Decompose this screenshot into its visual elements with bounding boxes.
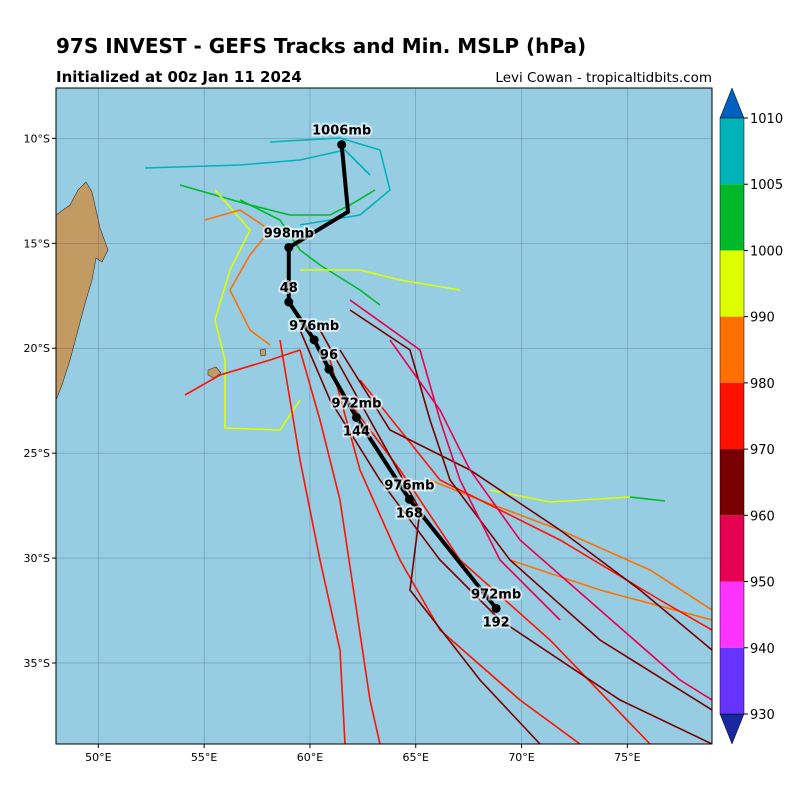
mean-track-point bbox=[284, 242, 294, 252]
colorbar-frame bbox=[719, 117, 745, 715]
colorbar-tick-label: 990 bbox=[750, 311, 775, 326]
land bbox=[56, 181, 267, 401]
colorbar-band bbox=[720, 382, 744, 450]
mean-track-label: 976mb bbox=[384, 478, 434, 493]
colorbar-tick-label: 960 bbox=[750, 509, 775, 524]
mean-track-point bbox=[324, 364, 334, 374]
y-tick-label: 30°S bbox=[24, 552, 50, 565]
mean-track-label: 96 bbox=[320, 348, 338, 363]
subtitle: Initialized at 00z Jan 11 2024 bbox=[56, 68, 302, 86]
x-tick-label: 60°E bbox=[297, 751, 323, 764]
mean-track-label: 998mb bbox=[264, 226, 314, 241]
mean-track-point bbox=[351, 412, 361, 422]
x-tick-label: 70°E bbox=[508, 751, 534, 764]
colorbar-tick-label: 930 bbox=[750, 708, 775, 723]
colorbar: 1010 1005 1000 990 980 970 960 950 940 930 bbox=[719, 87, 783, 745]
y-tick-label: 25°S bbox=[24, 447, 50, 460]
colorbar-tick-label: 1005 bbox=[750, 178, 783, 193]
y-tick-label: 15°S bbox=[24, 237, 50, 250]
frame bbox=[55, 87, 713, 745]
mean-track-point bbox=[404, 494, 414, 504]
colorbar-tick-label: 1000 bbox=[750, 244, 783, 259]
y-tick-label: 10°S bbox=[24, 132, 50, 145]
grid: 50°E 55°E 60°E 65°E 70°E 75°E 10°S 15°S 20°S 25°S… bbox=[24, 88, 712, 764]
mean-track-label: 1006mb bbox=[312, 124, 371, 139]
colorbar-under bbox=[719, 713, 745, 745]
colorbar-band bbox=[720, 118, 744, 185]
colorbar-tick-label: 1010 bbox=[750, 112, 783, 127]
mean-track-label: 972mb bbox=[471, 587, 521, 602]
mean-track-label: 168 bbox=[396, 506, 423, 521]
colorbar-band bbox=[720, 581, 744, 648]
colorbar-band bbox=[720, 250, 744, 317]
colorbar-over bbox=[719, 87, 745, 119]
colorbar-tick-label: 980 bbox=[750, 377, 775, 392]
chart-title: 97S INVEST - GEFS Tracks and Min. MSLP (… bbox=[56, 34, 586, 58]
colorbar-tick-label: 940 bbox=[750, 642, 775, 657]
ocean bbox=[56, 88, 712, 744]
x-tick-label: 50°E bbox=[85, 751, 111, 764]
mean-track-label: 972mb bbox=[331, 396, 381, 411]
y-tick-label: 20°S bbox=[24, 342, 50, 355]
mean-track-label: 144 bbox=[343, 424, 370, 439]
colorbar-band bbox=[720, 647, 744, 714]
x-tick-label: 55°E bbox=[191, 751, 217, 764]
colorbar-band bbox=[720, 316, 744, 383]
mean-track-point bbox=[284, 297, 294, 307]
colorbar-band bbox=[720, 449, 744, 516]
mean-track-label: 48 bbox=[280, 281, 298, 296]
mean-track-point bbox=[309, 335, 319, 345]
mean-track-point bbox=[491, 603, 501, 613]
mean-track-label: 976mb bbox=[289, 319, 339, 334]
y-tick-label: 35°S bbox=[24, 657, 50, 670]
colorbar-band bbox=[720, 515, 744, 582]
x-tick-label: 65°E bbox=[403, 751, 429, 764]
colorbar-tick-label: 970 bbox=[750, 443, 775, 458]
colorbar-tick-label: 950 bbox=[750, 576, 775, 591]
colorbar-band bbox=[720, 184, 744, 251]
credit: Levi Cowan - tropicaltidbits.com bbox=[495, 70, 712, 86]
member-tracks bbox=[144, 137, 712, 744]
mean-track: 1006mb 998mb 48 976mb 96 972mb 144 976mb 168 972m… bbox=[262, 122, 523, 633]
mean-track-label: 192 bbox=[483, 615, 510, 630]
mean-track-point bbox=[337, 140, 347, 150]
x-tick-label: 75°E bbox=[614, 751, 640, 764]
